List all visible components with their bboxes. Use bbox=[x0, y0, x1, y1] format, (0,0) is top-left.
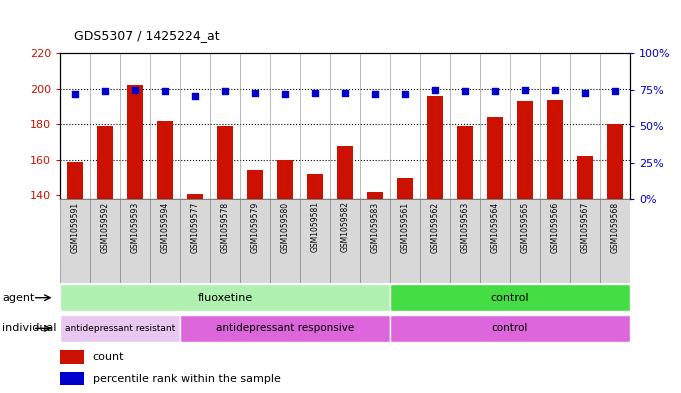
Bar bbox=[180, 314, 390, 342]
Text: GSM1059591: GSM1059591 bbox=[70, 201, 80, 253]
Point bbox=[159, 88, 170, 94]
Bar bbox=[60, 314, 180, 342]
Bar bbox=[270, 199, 300, 283]
Bar bbox=[127, 85, 143, 199]
Bar bbox=[457, 126, 473, 199]
Text: count: count bbox=[93, 352, 124, 362]
Bar bbox=[547, 99, 563, 199]
Bar bbox=[157, 121, 173, 199]
Point bbox=[279, 91, 290, 97]
Bar bbox=[396, 178, 413, 199]
Text: individual: individual bbox=[2, 323, 57, 333]
Point bbox=[550, 86, 560, 93]
Point bbox=[520, 86, 530, 93]
Bar bbox=[510, 199, 540, 283]
Bar bbox=[60, 284, 390, 312]
Point bbox=[340, 90, 351, 96]
Text: fluoxetine: fluoxetine bbox=[197, 293, 253, 303]
Bar bbox=[607, 124, 623, 199]
Bar bbox=[60, 350, 84, 364]
Text: GSM1059565: GSM1059565 bbox=[520, 201, 529, 253]
Bar bbox=[210, 199, 240, 283]
Text: control: control bbox=[490, 293, 529, 303]
Text: GSM1059594: GSM1059594 bbox=[161, 201, 170, 253]
Point bbox=[69, 91, 80, 97]
Bar bbox=[390, 199, 420, 283]
Bar bbox=[180, 199, 210, 283]
Bar bbox=[390, 284, 630, 312]
Text: GSM1059563: GSM1059563 bbox=[460, 201, 469, 253]
Bar bbox=[390, 314, 630, 342]
Bar bbox=[336, 146, 353, 199]
Text: antidepressant resistant: antidepressant resistant bbox=[65, 324, 175, 333]
Text: agent: agent bbox=[2, 293, 35, 303]
Point bbox=[309, 90, 320, 96]
Text: GSM1059566: GSM1059566 bbox=[550, 201, 559, 253]
Text: GSM1059578: GSM1059578 bbox=[221, 201, 229, 253]
Text: control: control bbox=[492, 323, 528, 333]
Bar bbox=[330, 199, 360, 283]
Bar bbox=[60, 372, 84, 385]
Bar bbox=[187, 193, 203, 199]
Bar bbox=[97, 126, 113, 199]
Bar bbox=[577, 156, 593, 199]
Point bbox=[99, 88, 110, 94]
Bar bbox=[60, 199, 90, 283]
Text: GSM1059579: GSM1059579 bbox=[251, 201, 259, 253]
Bar bbox=[487, 117, 503, 199]
Point bbox=[249, 90, 260, 96]
Text: GSM1059583: GSM1059583 bbox=[370, 201, 379, 253]
Point bbox=[460, 88, 471, 94]
Bar bbox=[366, 192, 383, 199]
Bar bbox=[517, 101, 533, 199]
Text: GSM1059592: GSM1059592 bbox=[100, 201, 110, 253]
Bar bbox=[306, 174, 323, 199]
Text: GSM1059582: GSM1059582 bbox=[340, 201, 349, 252]
Point bbox=[370, 91, 381, 97]
Text: GSM1059577: GSM1059577 bbox=[191, 201, 200, 253]
Bar bbox=[540, 199, 570, 283]
Bar bbox=[360, 199, 390, 283]
Bar bbox=[427, 96, 443, 199]
Bar bbox=[300, 199, 330, 283]
Bar bbox=[67, 162, 83, 199]
Text: antidepressant responsive: antidepressant responsive bbox=[216, 323, 354, 333]
Point bbox=[609, 88, 620, 94]
Point bbox=[219, 88, 230, 94]
Bar bbox=[217, 126, 233, 199]
Bar bbox=[247, 171, 263, 199]
Bar bbox=[600, 199, 630, 283]
Text: percentile rank within the sample: percentile rank within the sample bbox=[93, 374, 281, 384]
Bar bbox=[480, 199, 510, 283]
Bar bbox=[120, 199, 150, 283]
Text: GSM1059562: GSM1059562 bbox=[430, 201, 439, 253]
Text: GSM1059567: GSM1059567 bbox=[580, 201, 590, 253]
Bar bbox=[240, 199, 270, 283]
Text: GSM1059593: GSM1059593 bbox=[131, 201, 140, 253]
Text: GSM1059580: GSM1059580 bbox=[281, 201, 289, 253]
Point bbox=[430, 86, 441, 93]
Bar bbox=[90, 199, 120, 283]
Point bbox=[400, 91, 411, 97]
Bar bbox=[276, 160, 294, 199]
Point bbox=[189, 92, 200, 99]
Bar bbox=[150, 199, 180, 283]
Text: GSM1059564: GSM1059564 bbox=[490, 201, 499, 253]
Text: GSM1059581: GSM1059581 bbox=[311, 201, 319, 252]
Point bbox=[129, 86, 140, 93]
Point bbox=[490, 88, 501, 94]
Text: GSM1059561: GSM1059561 bbox=[400, 201, 409, 253]
Bar bbox=[570, 199, 600, 283]
Bar bbox=[420, 199, 450, 283]
Bar bbox=[450, 199, 480, 283]
Text: GDS5307 / 1425224_at: GDS5307 / 1425224_at bbox=[74, 29, 219, 42]
Point bbox=[580, 90, 590, 96]
Text: GSM1059568: GSM1059568 bbox=[610, 201, 620, 253]
